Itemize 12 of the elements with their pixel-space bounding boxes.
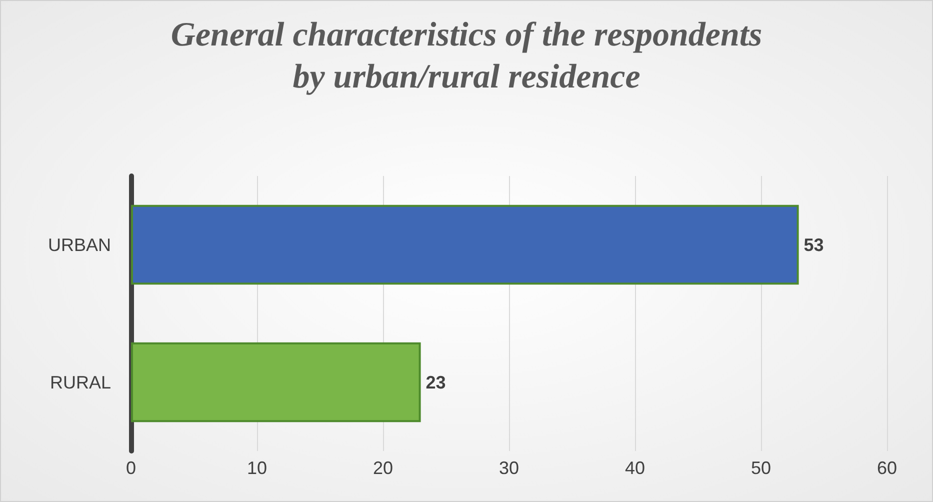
data-label: 53 [804,234,824,255]
x-tick-label: 30 [498,458,520,478]
x-tick-label: 60 [876,458,898,478]
x-tick-label: 0 [126,458,136,478]
y-tick-label: RURAL [50,372,111,392]
chart-title: General characteristics of the respondents by urban/rural residence [170,16,762,96]
x-tick-label: 50 [750,458,772,478]
x-tick-label: 10 [246,458,268,478]
x-tick-label: 20 [372,458,394,478]
data-label: 23 [426,372,446,392]
y-tick-label: URBAN [48,234,111,255]
x-tick-label: 40 [624,458,646,478]
